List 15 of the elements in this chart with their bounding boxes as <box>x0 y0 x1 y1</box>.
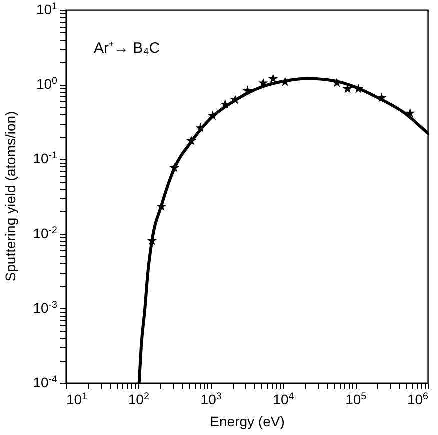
x-tick-label: 10$^{6}$ <box>407 391 430 408</box>
x-tick-label: 10$^{5}$ <box>346 391 368 408</box>
y-tick-label: 10$^{1}$ <box>36 1 58 18</box>
x-tick-label: 10$^{4}$ <box>273 391 295 408</box>
x-axis-title: Energy (eV) <box>210 414 285 430</box>
y-tick-label: 10$^{-1}$ <box>33 150 58 167</box>
annotation: Ar⁺→ B₄C <box>94 40 160 57</box>
y-tick-label: 10$^{-3}$ <box>33 299 58 316</box>
x-tick-label: 10$^{2}$ <box>128 391 150 408</box>
y-axis-title: Sputtering yield (atoms/ion) <box>2 111 18 282</box>
x-tick-label: 10$^{3}$ <box>200 391 222 408</box>
y-tick-label: 10$^{-4}$ <box>33 374 58 390</box>
y-tick-label: 10$^{-2}$ <box>33 224 58 242</box>
x-tick-label: 10$^{1}$ <box>66 391 88 408</box>
y-tick-label: 10$^{0}$ <box>36 76 58 92</box>
